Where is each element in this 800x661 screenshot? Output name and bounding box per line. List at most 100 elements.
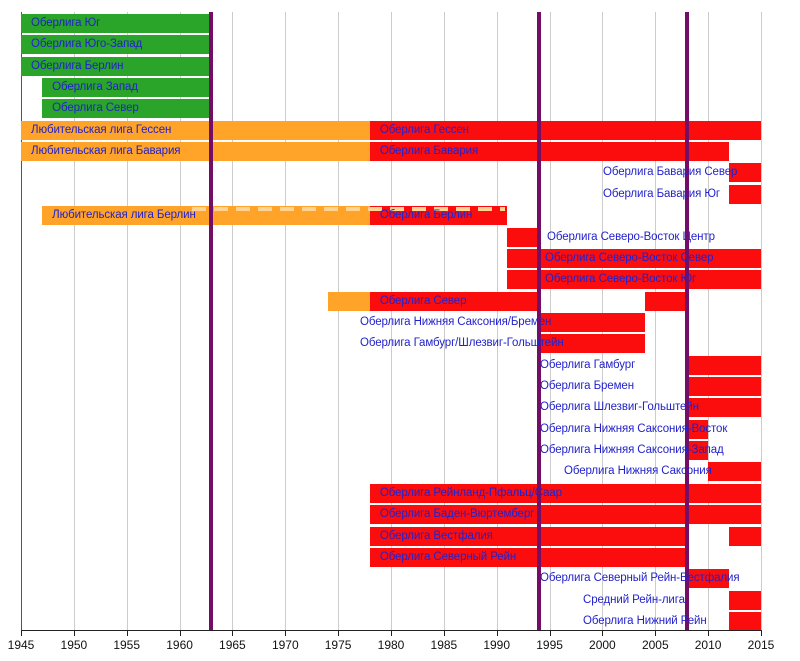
bar-segment (729, 185, 761, 204)
row-label: Оберлига Шлезвиг-Гольштейн (540, 401, 699, 413)
axis-tick (602, 631, 604, 636)
row-label: Оберлига Гессен (379, 124, 469, 136)
axis-tick-label: 1970 (271, 638, 299, 652)
axis-tick-label: 1985 (430, 638, 458, 652)
row-label: Оберлига Юг (31, 17, 101, 29)
bar-segment (21, 121, 370, 140)
gridline (708, 12, 710, 630)
row-label: Оберлига Нижний Рейн (583, 615, 707, 627)
axis-tick (179, 631, 181, 636)
bar-segment (708, 462, 761, 481)
axis-tick (21, 631, 22, 636)
axis-tick-label: 1990 (483, 638, 511, 652)
bar-segment (369, 484, 761, 503)
bar-segment (687, 398, 761, 417)
gridline (126, 12, 128, 630)
gridline (443, 12, 445, 630)
axis-tick-label: 1980 (377, 638, 405, 652)
bar-segment (644, 292, 687, 311)
row-label: Оберлига Нижняя Саксония (564, 465, 712, 477)
axis-tick (761, 631, 762, 636)
row-label: Оберлига Северный Рейн (379, 551, 517, 563)
era-divider-line (209, 12, 214, 630)
axis-tick (285, 631, 287, 636)
row-label: Оберлига Нижняя Саксония-Запад (540, 444, 724, 456)
row-label: Оберлига Бремен (540, 380, 634, 392)
gridline (285, 12, 287, 630)
bar-segment (369, 121, 761, 140)
bar-segment (42, 78, 212, 97)
row-label: Оберлига Север (52, 102, 139, 114)
bar-segment (21, 142, 370, 161)
y-axis-line (21, 12, 22, 630)
row-label: Оберлига Запад (52, 81, 138, 93)
gridline (73, 12, 75, 630)
axis-tick-label: 1945 (7, 638, 35, 652)
axis-tick (338, 631, 340, 636)
axis-tick (655, 631, 657, 636)
row-label: Оберлига Юго-Запад (31, 38, 143, 50)
bar-segment (369, 527, 687, 546)
axis-tick (232, 631, 234, 636)
row-label: Оберлига Гамбург/Шлезвиг-Гольштейн (360, 337, 564, 349)
row-label: Оберлига Бавария Юг (603, 188, 720, 200)
row-label: Оберлига Гамбург (540, 359, 636, 371)
row-label: Оберлига Северо-Восток Центр (547, 231, 715, 243)
axis-tick (549, 631, 551, 636)
axis-tick (126, 631, 128, 636)
bar-segment (687, 420, 709, 439)
bar-segment (507, 249, 761, 268)
axis-tick-label: 1975 (324, 638, 352, 652)
gridline (496, 12, 498, 630)
bar-segment (687, 569, 730, 588)
gridline (655, 12, 657, 630)
bar-segment (507, 270, 761, 289)
bar-segment (369, 292, 539, 311)
bar-segment (42, 99, 212, 118)
axis-tick-label: 2010 (694, 638, 722, 652)
gridline (391, 12, 392, 630)
axis-tick (496, 631, 498, 636)
row-label: Оберлига Рейнланд-Пфальц/Саар (379, 487, 562, 499)
era-divider-line (537, 12, 541, 630)
row-label: Любительская лига Гессен (31, 124, 172, 136)
row-label: Средний Рейн-лига (583, 594, 685, 606)
gridline (338, 12, 340, 630)
row-label: Оберлига Берлин (31, 60, 124, 72)
bar-segment (687, 356, 761, 375)
bar-segment (729, 527, 761, 546)
bar-segment (21, 57, 212, 76)
axis-tick-label: 2015 (747, 638, 775, 652)
axis-tick-label: 1955 (113, 638, 141, 652)
bar-segment (729, 612, 761, 631)
row-label: Любительская лига Бавария (31, 145, 181, 157)
row-label: Любительская лига Берлин (52, 209, 196, 221)
bar-segment (729, 591, 761, 610)
x-axis (21, 630, 762, 631)
bar-segment (539, 313, 645, 332)
bar-segment (539, 334, 645, 353)
axis-tick-label: 2000 (589, 638, 616, 652)
axis-tick (708, 631, 710, 636)
axis-tick-label: 2005 (641, 638, 669, 652)
axis-tick (73, 631, 75, 636)
bar-segment (369, 142, 730, 161)
gridline (232, 12, 234, 630)
row-label: Оберлига Северо-Восток Север (545, 252, 714, 264)
gridline (179, 12, 181, 630)
row-label: Оберлига Бавария (379, 145, 479, 157)
gridline (761, 12, 762, 630)
axis-tick-label: 1960 (166, 638, 193, 652)
bar-segment (687, 441, 709, 460)
bar-dash-overlay (192, 207, 505, 211)
axis-tick-label: 1995 (536, 638, 563, 652)
bar-segment (687, 377, 761, 396)
axis-tick-label: 1965 (219, 638, 246, 652)
row-label: Оберлига Берлин (379, 209, 473, 221)
row-label: Оберлига Северо-Восток Юг (545, 273, 697, 285)
bar-segment (21, 35, 212, 54)
axis-tick (443, 631, 445, 636)
row-label: Оберлига Север (379, 295, 467, 307)
era-divider-line (685, 12, 689, 630)
